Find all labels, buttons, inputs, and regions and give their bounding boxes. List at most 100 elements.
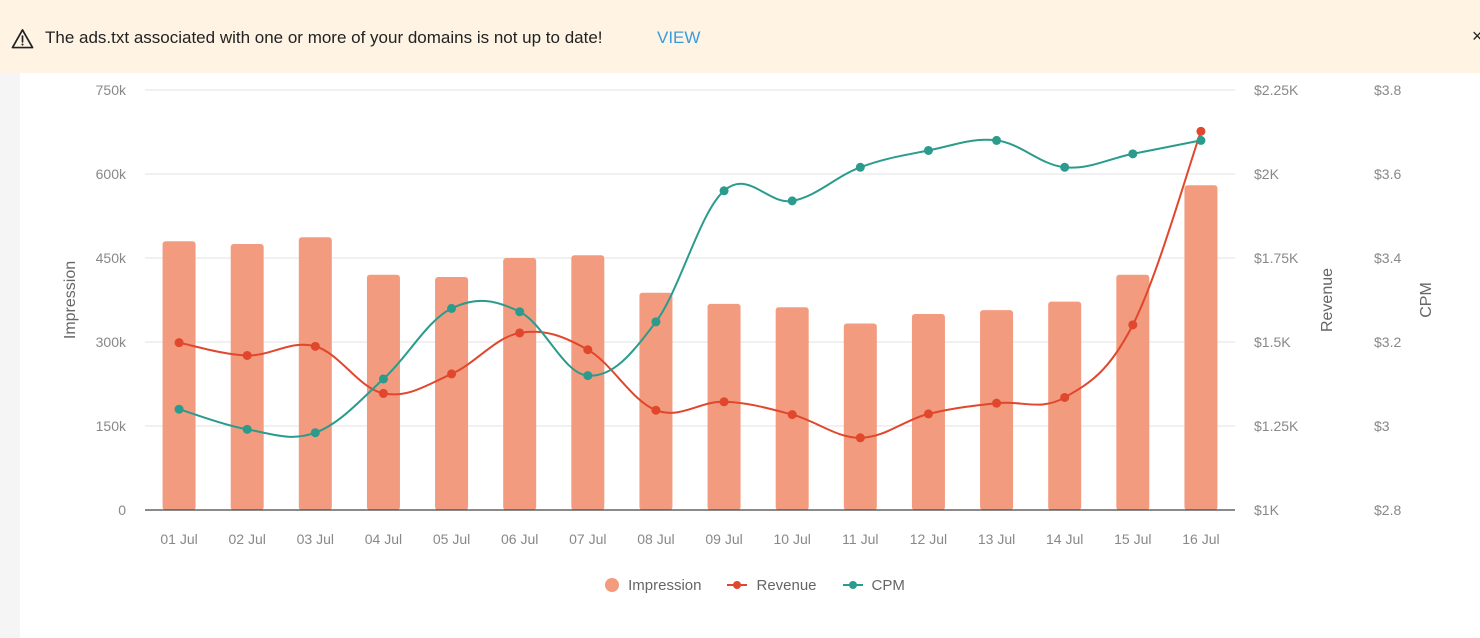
cpm-point[interactable]	[651, 317, 661, 327]
y-cpm-tick-label: $3.2	[1374, 334, 1401, 350]
x-tick-label: 02 Jul	[229, 531, 266, 547]
y-revenue-tick-label: $1.5K	[1254, 334, 1291, 350]
legend-marker-cpm	[842, 581, 863, 589]
cpm-point[interactable]	[1196, 135, 1206, 145]
impression-bar[interactable]	[639, 292, 673, 510]
x-tick-label: 01 Jul	[160, 531, 197, 547]
close-icon[interactable]: ×	[1472, 26, 1480, 46]
legend-item-cpm[interactable]: CPM	[842, 577, 905, 594]
revenue-point[interactable]	[719, 397, 729, 407]
legend-marker-impression	[605, 578, 620, 592]
alert-message: The ads.txt associated with one or more …	[45, 28, 603, 47]
y-revenue-axis-title: Revenue	[1319, 268, 1336, 332]
impression-bar[interactable]	[162, 241, 196, 510]
impression-bar[interactable]	[1184, 185, 1218, 510]
x-tick-label: 03 Jul	[297, 531, 334, 547]
revenue-point[interactable]	[242, 350, 252, 360]
ads-txt-alert-banner: The ads.txt associated with one or more …	[0, 0, 1480, 73]
revenue-point[interactable]	[515, 328, 525, 338]
x-tick-label: 12 Jul	[910, 531, 947, 547]
y-revenue-tick-label: $2.25K	[1254, 82, 1299, 98]
legend-marker-revenue	[727, 581, 748, 589]
impression-bar[interactable]	[298, 237, 332, 510]
y-revenue-tick-label: $1.25K	[1254, 418, 1299, 434]
impression-bar[interactable]	[435, 277, 469, 510]
cpm-point[interactable]	[447, 303, 457, 313]
cpm-point[interactable]	[992, 135, 1002, 145]
cpm-point[interactable]	[174, 404, 184, 414]
revenue-point[interactable]	[651, 405, 661, 415]
cpm-point[interactable]	[719, 186, 729, 196]
revenue-point[interactable]	[310, 341, 320, 351]
x-tick-label: 05 Jul	[433, 531, 470, 547]
cpm-point[interactable]	[583, 371, 593, 381]
x-tick-label: 16 Jul	[1182, 531, 1219, 547]
cpm-point[interactable]	[242, 424, 252, 434]
y-cpm-tick-label: $3.6	[1374, 166, 1401, 182]
revenue-point[interactable]	[1128, 320, 1138, 330]
x-tick-label: 14 Jul	[1046, 531, 1083, 547]
impression-bar[interactable]	[1048, 301, 1082, 510]
y-cpm-tick-label: $3	[1374, 418, 1390, 434]
cpm-point[interactable]	[515, 307, 525, 317]
impression-bar[interactable]	[707, 303, 741, 510]
cpm-point[interactable]	[378, 374, 388, 384]
impression-bar[interactable]	[1116, 274, 1150, 510]
impression-bars	[162, 185, 1218, 510]
revenue-point[interactable]	[1196, 126, 1206, 136]
cpm-line	[178, 138, 1202, 438]
impression-bar[interactable]	[775, 307, 809, 510]
cpm-point[interactable]	[855, 162, 865, 172]
impression-bar[interactable]	[843, 323, 877, 510]
revenue-point[interactable]	[447, 369, 457, 379]
revenue-line-series	[174, 126, 1206, 443]
impression-bar[interactable]	[980, 310, 1014, 510]
x-tick-label: 04 Jul	[365, 531, 402, 547]
x-tick-label: 10 Jul	[774, 531, 811, 547]
y-left-tick-label: 600k	[96, 166, 127, 182]
revenue-point[interactable]	[1060, 392, 1070, 402]
chart-legend: Impression Revenue CPM	[0, 572, 1480, 598]
legend-item-revenue[interactable]: Revenue	[727, 576, 817, 594]
legend-item-impression[interactable]: Impression	[605, 577, 701, 594]
revenue-line	[178, 130, 1202, 439]
y-left-tick-label: 300k	[96, 334, 127, 350]
cpm-point[interactable]	[923, 145, 933, 155]
warning-triangle-icon	[11, 29, 34, 49]
x-tick-label: 07 Jul	[569, 531, 606, 547]
impression-bar[interactable]	[571, 255, 605, 510]
y-cpm-tick-label: $3.4	[1374, 250, 1401, 266]
revenue-point[interactable]	[378, 388, 388, 398]
x-tick-label: 06 Jul	[501, 531, 538, 547]
revenue-point[interactable]	[174, 338, 184, 348]
cpm-line-series	[174, 135, 1206, 438]
x-tick-label: 11 Jul	[842, 531, 878, 547]
y-left-tick-label: 750k	[96, 82, 127, 98]
axes: 0 $1K $2.8 150k $1.25K $3 300k $1.5K $3.2 450k $1.…	[62, 82, 1435, 547]
x-tick-label: 15 Jul	[1114, 531, 1151, 547]
cpm-point[interactable]	[1128, 149, 1138, 159]
cpm-point[interactable]	[1060, 162, 1070, 172]
cpm-point[interactable]	[310, 428, 320, 438]
legend-label-revenue: Revenue	[756, 576, 817, 594]
x-tick-label: 13 Jul	[978, 531, 1015, 547]
legend-label-impression: Impression	[628, 576, 702, 594]
y-left-tick-label: 0	[118, 502, 126, 518]
y-revenue-tick-label: $1K	[1254, 502, 1280, 518]
revenue-point[interactable]	[923, 409, 933, 419]
revenue-point[interactable]	[855, 433, 865, 443]
view-link[interactable]: VIEW	[657, 28, 701, 47]
x-tick-label: 09 Jul	[705, 531, 742, 547]
revenue-point[interactable]	[992, 398, 1002, 408]
cpm-point[interactable]	[787, 196, 797, 206]
impression-bar[interactable]	[503, 258, 537, 510]
y-left-tick-label: 450k	[96, 250, 127, 266]
y-revenue-tick-label: $1.75K	[1254, 250, 1299, 266]
y-cpm-tick-label: $2.8	[1374, 502, 1401, 518]
y-cpm-axis-title: CPM	[1418, 282, 1435, 318]
revenue-point[interactable]	[787, 410, 797, 420]
revenue-point[interactable]	[583, 345, 593, 355]
y-revenue-tick-label: $2K	[1254, 166, 1280, 182]
impression-bar[interactable]	[230, 244, 264, 510]
